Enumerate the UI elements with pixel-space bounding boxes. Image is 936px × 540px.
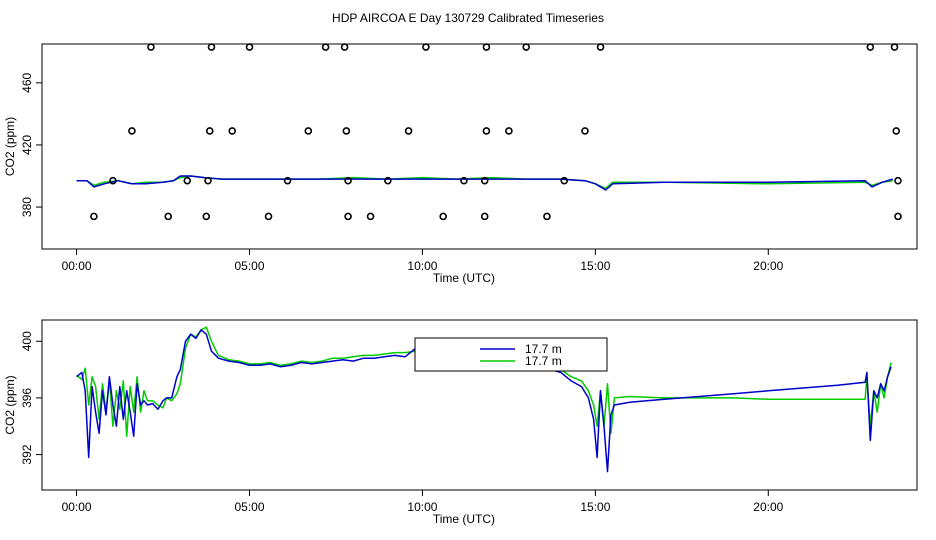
upper-y-axis-label: CO2 (ppm) — [3, 117, 17, 176]
upper-series-line-blue — [76, 175, 894, 191]
lower-x-tick-label: 00:00 — [62, 500, 92, 514]
upper-co2-panel: 00:00 05:00 10:00 15:00 20:00 Time (UTC) 380 42… — [3, 43, 918, 285]
upper-scatter-point — [283, 176, 292, 185]
upper-scatter-point — [522, 43, 530, 51]
upper-scatter-point — [109, 176, 117, 185]
upper-scatter-point — [344, 176, 352, 185]
lower-x-axis-label: Time (UTC) — [433, 512, 495, 526]
upper-scatter-point — [894, 176, 902, 185]
page-title: HDP AIRCOA E Day 130729 Calibrated Times… — [332, 11, 604, 25]
upper-scatter-point — [90, 212, 98, 221]
upper-scatter-point — [207, 43, 216, 51]
upper-plot-frame — [41, 43, 918, 250]
upper-scatter-point — [202, 212, 211, 221]
upper-x-tick-label: 20:00 — [753, 259, 783, 273]
legend-label-blue: 17.7 m — [525, 342, 562, 356]
upper-scatter-point — [128, 127, 136, 135]
upper-scatter-point — [164, 212, 173, 221]
upper-x-tick-label: 10:00 — [407, 259, 437, 273]
upper-scatter-point — [228, 127, 237, 135]
legend-box — [414, 337, 608, 372]
upper-x-axis-label: Time (UTC) — [433, 271, 495, 285]
upper-scatter-point — [560, 176, 569, 185]
upper-scatter-point — [482, 127, 491, 135]
upper-scatter-point — [147, 43, 155, 51]
upper-scatter-point — [321, 43, 330, 51]
lower-plot-frame — [41, 319, 918, 491]
lower-series-line-green — [76, 326, 892, 437]
lower-x-tick-label: 10:00 — [407, 500, 437, 514]
upper-scatter-point — [264, 212, 273, 221]
upper-y-tick-label: 460 — [20, 72, 34, 92]
upper-scatter-point — [422, 43, 430, 51]
upper-scatter-point — [596, 43, 605, 51]
legend-label-green: 17.7 m — [525, 354, 562, 368]
upper-scatter-point — [344, 212, 352, 221]
upper-scatter-point — [384, 176, 392, 185]
upper-y-tick-label: 420 — [20, 135, 34, 155]
upper-scatter-point — [340, 43, 349, 51]
upper-scatter-point — [245, 43, 254, 51]
upper-y-tick-label: 380 — [20, 197, 34, 217]
upper-scatter-point — [342, 127, 351, 135]
upper-scatter-point — [183, 176, 192, 185]
upper-scatter-point — [480, 212, 489, 221]
upper-scatter-point — [304, 127, 313, 135]
upper-scatter-point — [894, 212, 902, 221]
upper-scatter-point — [482, 43, 491, 51]
lower-co2-panel: 00:00 05:00 10:00 15:00 20:00 Time (UTC) 392 39… — [3, 319, 918, 526]
upper-scatter-point — [366, 212, 375, 221]
lower-x-tick-label: 15:00 — [580, 500, 610, 514]
lower-y-tick-label: 396 — [20, 388, 34, 408]
lower-y-tick-label: 400 — [20, 331, 34, 351]
upper-x-tick-label: 05:00 — [234, 259, 264, 273]
upper-scatter-point — [460, 176, 468, 185]
upper-scatter-point — [543, 212, 551, 221]
upper-scatter-point — [480, 176, 489, 185]
upper-scatter-point — [890, 43, 899, 51]
lower-y-axis-label: CO2 (ppm) — [3, 375, 17, 434]
upper-scatter-point — [204, 176, 212, 185]
upper-scatter-point — [866, 43, 875, 51]
lower-series-line-blue — [76, 329, 892, 473]
lower-x-tick-label: 05:00 — [234, 500, 264, 514]
upper-scatter-point — [581, 127, 589, 135]
lower-y-tick-label: 392 — [20, 444, 34, 464]
upper-scatter-point — [505, 127, 513, 135]
upper-scatter-point — [892, 127, 901, 135]
upper-scatter-point — [404, 127, 413, 135]
upper-x-tick-label: 00:00 — [62, 259, 92, 273]
lower-x-tick-label: 20:00 — [753, 500, 783, 514]
upper-x-tick-label: 15:00 — [580, 259, 610, 273]
upper-scatter-point — [205, 127, 214, 135]
upper-scatter-point — [439, 212, 447, 221]
